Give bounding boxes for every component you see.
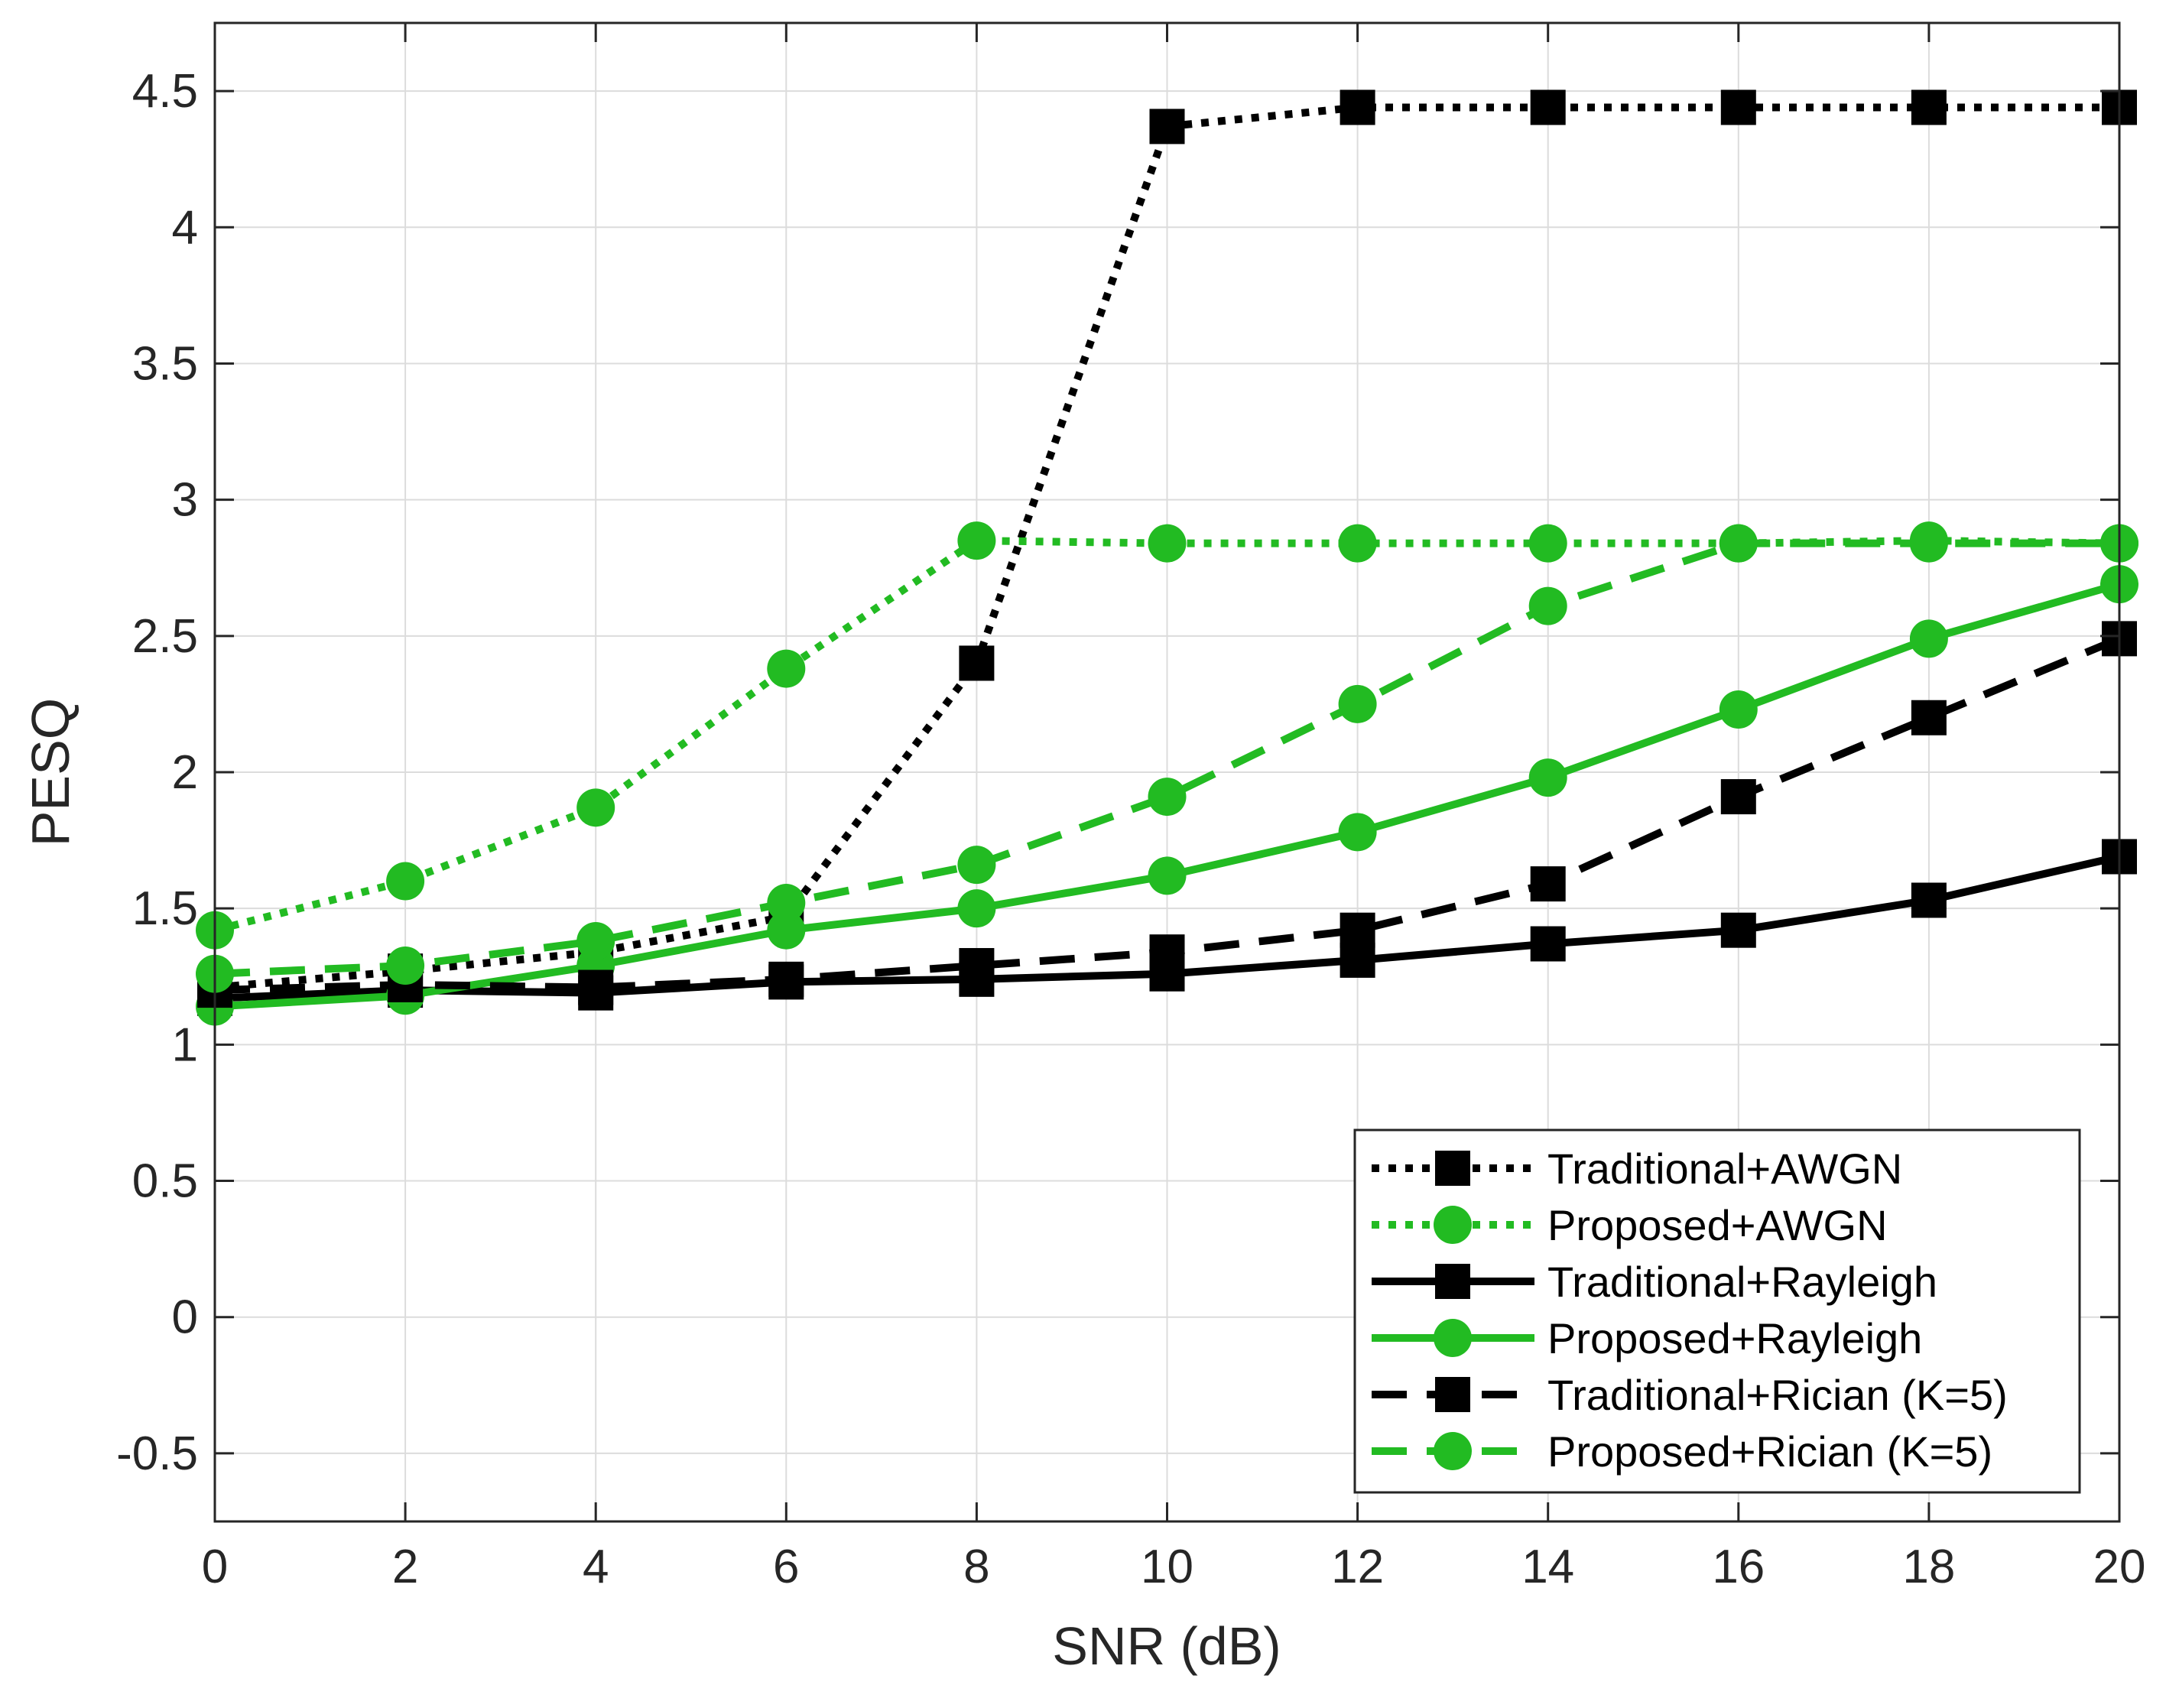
data-point [767,911,806,950]
data-point [1528,586,1567,625]
series-line [214,539,2119,978]
data-point [1338,813,1377,852]
legend-marker [1434,1319,1472,1357]
data-point [1148,524,1187,563]
y-tick-label: 4.5 [132,65,198,118]
data-point [1909,524,1948,563]
data-point [1911,89,1947,125]
legend-item-traditional-rician-k-5: Traditional+Rician (K=5) [1372,1371,2008,1419]
data-point [1719,690,1758,729]
data-point [1149,109,1185,144]
data-point [1530,89,1566,125]
data-point [1720,779,1756,815]
legend-marker [1435,1151,1470,1186]
data-point [957,889,996,928]
y-tick-label: 0.5 [132,1155,198,1208]
data-point [1719,524,1758,563]
x-tick-label: 20 [2093,1541,2146,1593]
legend-label: Traditional+AWGN [1547,1145,1902,1193]
y-tick-label: 0 [172,1291,198,1344]
data-point [768,961,804,997]
data-point [1720,912,1756,948]
y-tick-label: 3.5 [132,337,198,390]
data-point [578,969,614,1005]
legend-marker [1435,1264,1470,1299]
x-axis-label: SNR (dB) [1052,1616,1281,1676]
legend-label: Traditional+Rayleigh [1547,1258,1937,1306]
data-point [959,645,995,681]
data-point [576,921,615,960]
x-tick-label: 4 [583,1541,609,1593]
data-point [1340,912,1375,948]
x-tick-label: 2 [392,1541,418,1593]
legend-item-proposed-rayleigh: Proposed+Rayleigh [1372,1314,1922,1362]
data-point [1340,89,1375,125]
data-point [767,884,806,923]
data-point [576,788,615,827]
legend: Traditional+AWGN Proposed+AWGN Traditional… [1353,1128,2081,1494]
y-tick-label: -0.5 [116,1427,198,1480]
legend-label: Traditional+Rician (K=5) [1547,1371,2008,1419]
data-point [1530,866,1566,902]
x-tick-label: 8 [963,1541,989,1593]
data-point [386,862,425,901]
series-traditional-rayleigh [197,839,2137,1016]
y-tick-label: 1 [172,1018,198,1071]
data-point [1720,89,1756,125]
legend-marker [1434,1432,1472,1470]
data-point [1530,926,1566,962]
legend-marker [1435,1377,1470,1412]
x-tick-label: 18 [1902,1541,1955,1593]
legend-label: Proposed+Rician (K=5) [1547,1427,1992,1476]
data-point [1148,778,1187,817]
data-point [957,521,996,560]
data-point [1338,524,1377,563]
data-point [957,846,996,885]
x-tick-label: 0 [202,1541,228,1593]
data-point [1148,856,1187,895]
data-point [1528,524,1567,563]
data-point [1338,684,1377,723]
legend-label: Proposed+Rayleigh [1547,1314,1922,1362]
data-point [1911,700,1947,735]
data-point [959,948,995,984]
data-point [767,649,806,688]
y-tick-label: 2 [172,746,198,799]
y-axis-label: PESQ [21,698,80,847]
legend-item-proposed-rician-k-5: Proposed+Rician (K=5) [1372,1427,1992,1476]
data-point [1149,934,1185,970]
data-point [1340,942,1375,978]
data-point [386,947,425,986]
y-tick-label: 4 [172,201,198,254]
series-proposed-rician-k-5 [196,524,2138,993]
data-series [196,89,2138,1026]
axis-ticks: 0 2 4 6 8 10 12 14 16 18 20 -0.5 0 0.5 1 1.5 2 2.5 3 3.5 4 4.… [116,23,2145,1593]
x-tick-label: 14 [1521,1541,1574,1593]
legend-marker [1434,1206,1472,1244]
legend-item-traditional-awgn: Traditional+AWGN [1372,1145,1902,1193]
x-tick-label: 12 [1331,1541,1384,1593]
data-point [1528,758,1567,797]
legend-item-proposed-awgn: Proposed+AWGN [1372,1201,1888,1249]
data-point [1909,619,1948,658]
legend-box [1353,1128,2081,1494]
legend-label: Proposed+AWGN [1547,1201,1888,1249]
x-tick-label: 10 [1141,1541,1193,1593]
data-point [1911,882,1947,918]
x-tick-label: 16 [1712,1541,1765,1593]
x-tick-label: 6 [773,1541,799,1593]
legend-item-traditional-rayleigh: Traditional+Rayleigh [1372,1258,1937,1306]
y-tick-label: 2.5 [132,610,198,663]
y-tick-label: 1.5 [132,882,198,935]
y-tick-label: 3 [172,474,198,527]
